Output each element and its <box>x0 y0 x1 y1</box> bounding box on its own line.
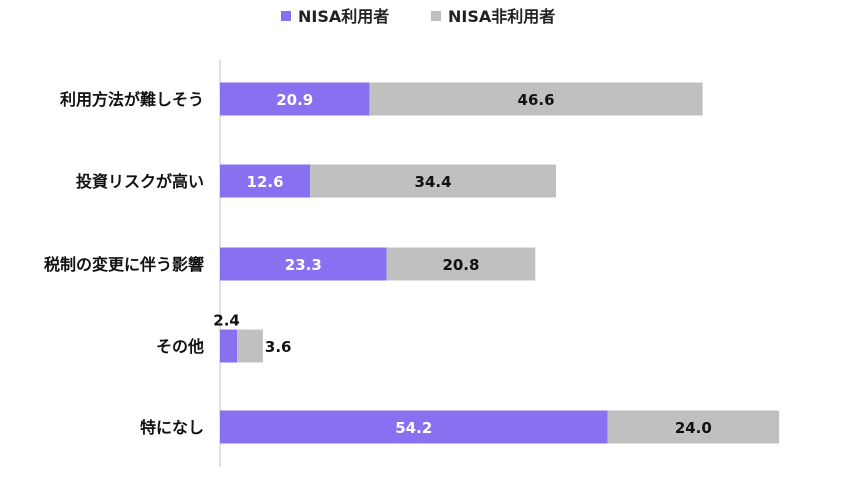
bar-segment <box>220 82 370 116</box>
data-label: 12.6 <box>247 173 284 191</box>
bar-segment <box>310 164 557 198</box>
legend-swatch <box>281 11 291 21</box>
category-label: その他 <box>156 337 204 356</box>
data-label: 46.6 <box>518 91 555 109</box>
data-label: 20.8 <box>442 256 479 274</box>
bar-segment <box>220 247 387 281</box>
bar-segment <box>220 410 608 444</box>
bar-segment <box>369 82 703 116</box>
value-labels: 20.9 46.6 12.6 34.4 23.3 20.8 2.4 3.6 54.2 24.0 <box>213 91 712 437</box>
bar-segment <box>220 329 238 363</box>
legend-swatch <box>431 11 441 21</box>
data-label: 54.2 <box>395 419 432 437</box>
bars <box>220 82 780 444</box>
legend-label: NISA非利用者 <box>448 7 555 26</box>
category-label: 投資リスクが高い <box>76 172 204 191</box>
category-label: 税制の変更に伴う影響 <box>44 255 204 274</box>
data-label: 24.0 <box>675 419 712 437</box>
legend-label: NISA利用者 <box>298 7 389 26</box>
bar-segment <box>386 247 536 281</box>
data-label: 34.4 <box>415 173 452 191</box>
legend-item: NISA非利用者 <box>431 7 555 26</box>
data-label: 23.3 <box>285 256 322 274</box>
bar-segment <box>237 329 263 363</box>
legend: NISA利用者 NISA非利用者 <box>281 7 555 26</box>
bar-segment <box>220 164 311 198</box>
data-label: 3.6 <box>265 338 292 356</box>
data-label: 2.4 <box>213 312 240 330</box>
category-label: 利用方法が難しそう <box>60 90 204 109</box>
data-label: 20.9 <box>276 91 313 109</box>
bar-segment <box>607 410 780 444</box>
category-label: 特になし <box>140 418 204 437</box>
legend-item: NISA利用者 <box>281 7 389 26</box>
